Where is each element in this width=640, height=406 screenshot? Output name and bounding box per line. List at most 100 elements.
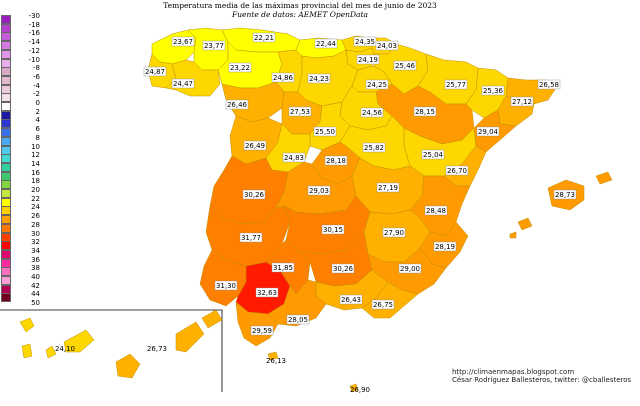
value-label-castellon: 26,70 <box>445 165 469 176</box>
value-label-murcia: 29,00 <box>398 263 422 274</box>
legend-swatch <box>1 293 11 303</box>
value-label-box <box>331 263 355 274</box>
region-melilla[interactable] <box>349 383 359 393</box>
region-baleares[interactable] <box>509 171 613 239</box>
legend-swatch <box>1 232 11 242</box>
value-label-ciudad-real: 30,15 <box>321 224 345 235</box>
legend-swatch <box>1 136 11 146</box>
region-a-coruna[interactable] <box>151 29 197 65</box>
legend-swatch <box>1 58 11 68</box>
value-label-text: 26,46 <box>227 101 248 109</box>
value-label-navarra: 25,46 <box>393 60 417 71</box>
value-label-box <box>339 294 363 305</box>
value-label-text: 29,59 <box>252 327 272 335</box>
legend-swatch <box>1 249 11 259</box>
legend-swatch <box>1 189 11 198</box>
legend-label: -10 <box>28 55 40 64</box>
value-label-text: 26,70 <box>447 167 467 175</box>
legend-swatch <box>1 180 11 190</box>
map-subtitle: Fuente de datos: AEMET OpenData <box>232 10 368 19</box>
value-label-text: 24,87 <box>145 68 165 76</box>
value-label-soria: 24,56 <box>360 107 384 118</box>
value-label-box <box>171 78 195 89</box>
legend-label: 2 <box>35 107 40 116</box>
value-label-teruel: 25,04 <box>421 149 445 160</box>
value-label-text: 29,00 <box>400 265 420 273</box>
value-label-tarragona: 29,04 <box>476 126 500 137</box>
value-label-box <box>433 241 457 252</box>
value-label-box <box>307 185 331 196</box>
legend-swatch <box>1 162 11 172</box>
value-label-text: 25,82 <box>364 144 384 152</box>
legend-swatch <box>1 93 11 103</box>
value-label-asturias: 22,21 <box>252 32 276 43</box>
legend-label: -30 <box>28 12 40 20</box>
legend-label: 30 <box>31 229 40 238</box>
value-label-text: 28,05 <box>288 316 308 324</box>
legend-swatch <box>1 241 11 251</box>
value-label-baleares: 28,73 <box>553 189 577 200</box>
value-label-box <box>171 36 195 47</box>
value-label-box <box>243 140 267 151</box>
value-label-avila: 24,83 <box>282 152 306 163</box>
value-label-cordoba: 31,85 <box>271 262 295 273</box>
value-label-segovia: 25,50 <box>313 126 337 137</box>
value-label-box <box>444 79 468 90</box>
value-label-box <box>393 60 417 71</box>
value-label-text: 25,04 <box>423 151 444 159</box>
region-sc-tenerife[interactable] <box>19 317 95 359</box>
value-label-sc-tenerife: 24,10 <box>55 345 75 353</box>
legend-label: -4 <box>33 81 40 90</box>
value-label-zamora: 26,46 <box>225 99 249 110</box>
value-label-cadiz: 29,59 <box>250 325 274 336</box>
value-label-text: 26,13 <box>266 357 286 365</box>
legend-label: 34 <box>31 246 40 255</box>
value-label-box <box>553 189 577 200</box>
value-label-text: 30,15 <box>323 226 343 234</box>
map-title: Temperatura media de las máximas provinc… <box>163 1 437 10</box>
value-label-text: 23,22 <box>230 64 250 72</box>
legend-swatch <box>1 15 11 24</box>
region-segovia[interactable] <box>309 101 351 151</box>
legend-label: 14 <box>31 159 40 168</box>
value-label-box <box>228 62 252 73</box>
value-label-box <box>476 126 500 137</box>
value-label-girona: 26,58 <box>537 79 561 90</box>
legend-label: 32 <box>31 238 40 247</box>
legend-swatch <box>1 206 11 216</box>
legend-label: 10 <box>31 142 40 151</box>
value-label-text: 25,50 <box>315 128 335 136</box>
value-label-box <box>510 96 534 107</box>
value-label-box <box>252 32 276 43</box>
legend-label: 6 <box>35 125 40 134</box>
value-label-box <box>255 287 279 298</box>
value-label-box <box>313 126 337 137</box>
value-label-valladolid: 27,53 <box>288 106 312 117</box>
legend-label: 26 <box>31 212 40 221</box>
value-label-text: 24,56 <box>362 109 383 117</box>
legend-label: 36 <box>31 255 40 264</box>
value-label-valencia: 28,48 <box>424 205 448 216</box>
value-label-box <box>360 107 384 118</box>
value-label-text: 28,73 <box>555 191 575 199</box>
legend-label: 40 <box>31 273 40 281</box>
legend-swatch <box>1 102 11 111</box>
value-label-text: 22,44 <box>316 40 337 48</box>
region-palencia[interactable] <box>275 49 303 93</box>
value-label-box <box>242 189 266 200</box>
region-las-palmas[interactable] <box>115 309 223 379</box>
value-label-huelva: 31,30 <box>214 280 238 291</box>
value-label-vizcaya: 24,35 <box>353 36 377 47</box>
value-label-text: 26,90 <box>350 386 370 394</box>
value-label-text: 26,75 <box>373 301 393 309</box>
value-label-ourense: 24,47 <box>171 78 195 89</box>
region-ceuta[interactable] <box>267 351 279 361</box>
legend-swatch <box>1 84 11 94</box>
legend-label: 4 <box>35 116 40 125</box>
region-huelva[interactable] <box>199 249 247 307</box>
value-label-text: 28,18 <box>326 157 346 165</box>
value-label-almeria: 26,75 <box>371 299 395 310</box>
value-label-box <box>375 40 399 51</box>
legend-label: 50 <box>31 299 40 308</box>
value-label-guipuzcoa: 24,03 <box>375 40 399 51</box>
